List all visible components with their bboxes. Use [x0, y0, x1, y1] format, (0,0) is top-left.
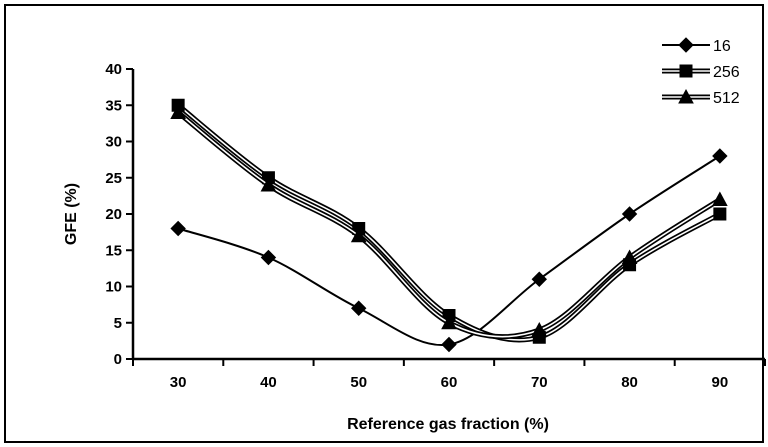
y-tick-label: 5 — [114, 315, 122, 332]
legend-label: 16 — [713, 38, 731, 55]
legend-item-16: 16 — [662, 37, 731, 55]
y-tick-label: 30 — [105, 134, 122, 151]
data-point-256 — [713, 207, 727, 221]
x-tick-label: 70 — [531, 374, 548, 391]
x-tick-label: 90 — [712, 374, 729, 391]
data-point-512 — [531, 321, 548, 337]
x-tick-label: 80 — [621, 374, 638, 391]
legend-label: 256 — [713, 64, 740, 81]
y-axis-title: GFE (%) — [63, 183, 80, 245]
series-group — [170, 98, 728, 353]
series-line-512-outline — [176, 110, 722, 340]
legend-item-512: 512 — [662, 88, 740, 107]
x-axis-ticks: 30 40 50 60 70 80 90 — [132, 359, 766, 391]
y-axis-ticks: 0 5 10 15 20 25 30 35 40 — [105, 61, 133, 368]
data-point-512 — [621, 249, 638, 264]
data-point-512 — [260, 176, 277, 192]
chart-frame — [4, 4, 764, 443]
y-tick-label: 35 — [105, 97, 122, 114]
data-point-512 — [441, 314, 457, 330]
y-tick-label: 10 — [105, 279, 122, 296]
legend-marker — [678, 37, 694, 53]
data-point-512 — [712, 191, 728, 206]
series-256 — [171, 98, 727, 344]
legend-marker — [679, 64, 693, 78]
x-tick-label: 30 — [170, 374, 187, 391]
x-tick-label: 60 — [441, 374, 458, 391]
legend: 16 256 512 — [662, 37, 740, 107]
x-axis-title: Reference gas fraction (%) — [347, 416, 549, 433]
data-point-16 — [712, 148, 728, 164]
x-tick-label: 40 — [260, 374, 277, 391]
y-tick-label: 15 — [105, 242, 122, 259]
legend-label: 512 — [713, 90, 740, 107]
y-tick-label: 40 — [105, 61, 122, 78]
data-point-16 — [441, 336, 457, 353]
series-line-256-outline — [176, 103, 722, 343]
data-point-16 — [260, 249, 277, 266]
y-tick-label: 0 — [114, 351, 122, 368]
plot-area: 0 5 10 15 20 25 30 35 40 30 40 50 60 70 80 90 — [105, 61, 766, 391]
legend-item-256: 256 — [662, 64, 740, 81]
data-point-16 — [351, 300, 367, 316]
y-tick-label: 25 — [105, 170, 122, 187]
data-point-512 — [170, 104, 186, 119]
data-point-16 — [170, 220, 186, 237]
series-line-256-inner — [177, 104, 721, 341]
series-line-512-inner — [177, 111, 721, 338]
data-point-16 — [621, 206, 638, 222]
legend-marker — [678, 88, 694, 104]
y-tick-label: 20 — [105, 206, 122, 223]
data-point-16 — [531, 271, 547, 287]
series-512 — [170, 104, 728, 340]
x-tick-label: 50 — [350, 374, 367, 391]
data-point-512 — [350, 227, 367, 243]
series-16 — [170, 148, 728, 353]
